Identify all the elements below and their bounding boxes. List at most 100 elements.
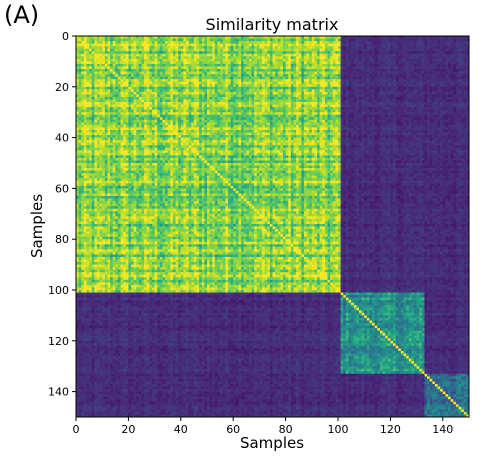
heatmap-cell (427, 36, 431, 39)
heatmap-cell (104, 99, 108, 103)
heatmap-cell (251, 41, 255, 44)
heatmap-cell (434, 81, 438, 85)
heatmap-cell (335, 79, 339, 83)
heatmap-cell (398, 36, 402, 39)
heatmap-cell (400, 74, 404, 77)
heatmap-cell (330, 104, 334, 108)
heatmap-cell (345, 71, 349, 75)
heatmap-cell (393, 69, 396, 72)
heatmap-cell (330, 96, 334, 100)
heatmap-cell (165, 51, 169, 55)
heatmap-cell (102, 91, 106, 95)
heatmap-cell (429, 91, 433, 95)
heatmap-cell (94, 53, 98, 57)
heatmap-cell (209, 74, 213, 77)
heatmap-cell (282, 69, 286, 72)
heatmap-cell (377, 61, 381, 65)
heatmap-cell (361, 41, 365, 44)
heatmap-cell (94, 66, 98, 70)
heatmap-cell (335, 76, 339, 80)
heatmap-cell (343, 102, 347, 105)
heatmap-cell (167, 76, 171, 80)
heatmap-cell (136, 81, 140, 85)
heatmap-cell (151, 56, 155, 60)
heatmap-cell (450, 102, 454, 105)
heatmap-cell (358, 107, 362, 111)
heatmap-cell (319, 84, 323, 88)
heatmap-cell (102, 117, 106, 121)
heatmap-cell (432, 91, 436, 95)
heatmap-cell (222, 43, 226, 47)
heatmap-cell (324, 91, 328, 95)
heatmap-cell (259, 71, 263, 75)
heatmap-cell (99, 51, 103, 55)
heatmap-cell (212, 41, 216, 44)
heatmap-cell (419, 46, 423, 50)
heatmap-cell (133, 104, 137, 108)
heatmap-cell (345, 51, 349, 55)
heatmap-cell (180, 114, 184, 118)
heatmap-cell (463, 43, 467, 47)
heatmap-cell (455, 114, 459, 118)
heatmap-cell (448, 104, 452, 108)
heatmap-cell (131, 79, 134, 83)
heatmap-cell (186, 107, 190, 111)
heatmap-cell (450, 99, 454, 103)
heatmap-cell (201, 86, 205, 90)
heatmap-cell (387, 79, 391, 83)
heatmap-cell (123, 36, 127, 39)
heatmap-cell (311, 48, 315, 52)
heatmap-cell (379, 94, 383, 98)
heatmap-cell (358, 76, 362, 80)
heatmap-cell (277, 94, 281, 98)
heatmap-cell (191, 94, 195, 98)
heatmap-cell (162, 58, 166, 62)
heatmap-cell (214, 66, 218, 70)
heatmap-cell (269, 66, 273, 70)
heatmap-cell (243, 94, 247, 98)
heatmap-cell (99, 79, 103, 83)
heatmap-cell (175, 43, 179, 47)
heatmap-cell (288, 76, 292, 80)
heatmap-cell (138, 94, 142, 98)
heatmap-cell (408, 38, 412, 42)
heatmap-cell (178, 71, 182, 75)
heatmap-cell (374, 117, 378, 121)
heatmap-cell (348, 109, 352, 113)
heatmap-cell (227, 104, 231, 108)
heatmap-cell (241, 107, 245, 111)
heatmap-cell (301, 79, 305, 83)
heatmap-cell (96, 112, 100, 116)
heatmap-cell (280, 41, 284, 44)
heatmap-cell (461, 102, 465, 105)
heatmap-cell (154, 94, 158, 98)
heatmap-cell (159, 36, 163, 39)
heatmap-cell (461, 79, 465, 83)
heatmap-cell (81, 71, 85, 75)
heatmap-cell (450, 66, 454, 70)
heatmap-cell (327, 43, 331, 47)
heatmap-cell (434, 86, 438, 90)
heatmap-cell (411, 74, 415, 77)
heatmap-cell (86, 89, 90, 93)
heatmap-cell (99, 53, 103, 57)
heatmap-cell (466, 86, 470, 90)
heatmap-cell (269, 74, 273, 77)
heatmap-cell (458, 66, 462, 70)
heatmap-cell (115, 117, 119, 121)
heatmap-cell (91, 114, 95, 118)
heatmap-cell (427, 102, 431, 105)
heatmap-cell (264, 36, 268, 39)
heatmap-cell (94, 94, 98, 98)
heatmap-cell (167, 86, 171, 90)
heatmap-cell (120, 102, 124, 105)
heatmap-cell (356, 53, 360, 57)
heatmap-cell (175, 46, 179, 50)
heatmap-cell (338, 61, 341, 65)
heatmap-cell (81, 41, 85, 44)
heatmap-cell (285, 94, 289, 98)
heatmap-cell (372, 91, 376, 95)
heatmap-cell (340, 107, 344, 111)
heatmap-cell (191, 84, 195, 88)
heatmap-cell (411, 96, 415, 100)
